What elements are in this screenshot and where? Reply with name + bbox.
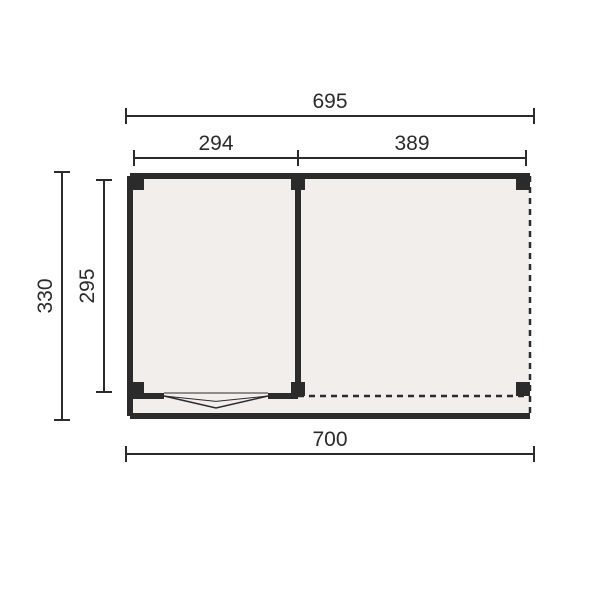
post-bm xyxy=(291,382,305,396)
post-tm xyxy=(291,176,305,190)
dim-top-right-label: 389 xyxy=(394,132,429,155)
post-bl xyxy=(130,382,144,396)
plan-fill xyxy=(130,176,530,396)
dim-bottom-label: 700 xyxy=(312,428,347,451)
post-br xyxy=(516,382,530,396)
dim-left-inner-label: 295 xyxy=(76,268,99,303)
dim-top-total-label: 695 xyxy=(312,90,347,113)
post-tl xyxy=(130,176,144,190)
post-tr xyxy=(516,176,530,190)
dim-top-left-label: 294 xyxy=(198,132,233,155)
dim-left-outer-label: 330 xyxy=(34,278,57,313)
floor-plan-diagram: 695 294 389 700 330 295 xyxy=(0,0,600,600)
